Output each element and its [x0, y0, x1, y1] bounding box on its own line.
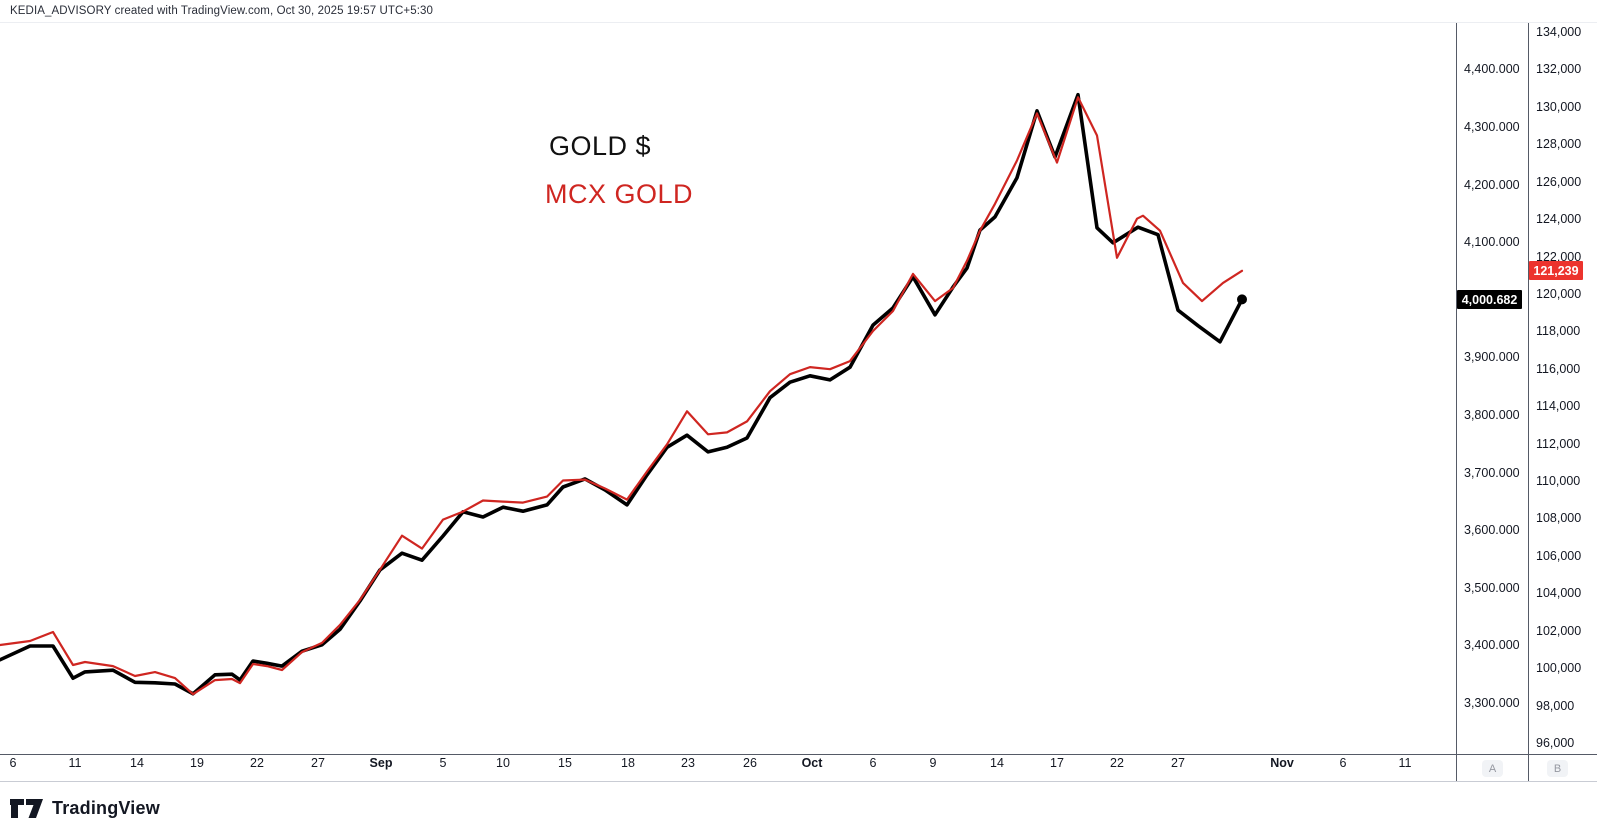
time-tick-day: 27	[1171, 756, 1185, 770]
attribution-text: KEDIA_ADVISORY created with TradingView.…	[10, 5, 434, 17]
price-scale-label: 116,000	[1536, 361, 1581, 376]
price-scale-label: 120,000	[1536, 286, 1582, 301]
tradingview-logo-icon	[10, 798, 43, 818]
price-scale-label: 132,000	[1536, 62, 1582, 77]
price-scale-label: 128,000	[1536, 137, 1582, 152]
price-scale-label: 102,000	[1536, 623, 1582, 638]
price-scale-label: 106,000	[1536, 548, 1582, 563]
price-scale-label: 110,000	[1536, 474, 1581, 489]
price-scale-label: 134,000	[1536, 25, 1582, 39]
price-scale-label: 3,700.000	[1464, 465, 1520, 480]
right-price-scale-border[interactable]	[1528, 23, 1529, 781]
scale-mode-button-b[interactable]: B	[1547, 760, 1568, 777]
time-tick-day: 14	[130, 756, 144, 770]
price-scale-label: 104,000	[1536, 586, 1582, 601]
time-tick-day: 11	[1398, 756, 1412, 770]
time-tick-day: 14	[990, 756, 1004, 770]
price-scale-label: 126,000	[1536, 174, 1582, 189]
last-value-dot	[1237, 294, 1247, 305]
chart-bottom-border	[0, 781, 1597, 782]
scale-mode-button-a[interactable]: A	[1482, 760, 1503, 777]
legend-gold-usd: GOLD $	[549, 131, 652, 161]
time-tick-month: Nov	[1270, 756, 1294, 770]
series-line-gold-	[0, 92, 1244, 696]
time-tick-day: 5	[439, 756, 447, 770]
price-scale-label: 112,000	[1536, 436, 1581, 451]
left-price-scale-border[interactable]	[1456, 23, 1457, 781]
last-price-badge-mcx-gold: 121,239	[1529, 261, 1583, 280]
time-tick-day: 22	[1110, 756, 1124, 770]
price-scale-label: 3,500.000	[1464, 580, 1520, 595]
time-tick-day: 15	[558, 756, 572, 770]
price-scale-label: 3,400.000	[1464, 638, 1520, 653]
time-tick-day: 9	[929, 756, 937, 770]
time-axis-border[interactable]	[0, 754, 1597, 755]
time-tick-day: 6	[869, 756, 877, 770]
series-line-mcx-gold	[0, 96, 1244, 696]
price-scale-label: 3,600.000	[1464, 523, 1520, 538]
time-tick-day: 10	[496, 756, 510, 770]
price-scale-label: 118,000	[1536, 324, 1581, 339]
price-scale-label: 4,400.000	[1464, 62, 1520, 77]
price-scale-label: 108,000	[1536, 511, 1582, 526]
price-scale-label: 130,000	[1536, 99, 1582, 114]
time-tick-day: 6	[9, 756, 17, 770]
price-scale-label: 4,300.000	[1464, 120, 1520, 134]
attribution-bar: KEDIA_ADVISORY created with TradingView.…	[0, 0, 1597, 23]
price-scale-label: 3,900.000	[1464, 350, 1520, 365]
time-tick-day: 19	[190, 756, 204, 770]
last-price-badge-gold-usd: 4,000.682	[1457, 290, 1522, 309]
price-scale-label: 4,200.000	[1464, 177, 1520, 192]
time-tick-month: Sep	[369, 756, 393, 770]
tradingview-logo-text: TradingView	[52, 797, 160, 818]
price-scale-label: 98,000	[1536, 698, 1575, 713]
time-tick-day: 17	[1050, 756, 1064, 770]
price-scale-label: 114,000	[1536, 399, 1581, 414]
time-tick-day: 22	[250, 756, 264, 770]
price-scale-label: 3,300.000	[1464, 696, 1520, 710]
time-tick-day: 6	[1339, 756, 1347, 770]
time-tick-day: 23	[681, 756, 695, 770]
price-scale-label: 124,000	[1536, 212, 1582, 227]
time-tick-day: 27	[311, 756, 325, 770]
price-scale-label: 4,100.000	[1464, 235, 1520, 250]
time-tick-month: Oct	[801, 756, 823, 770]
footer: TradingView	[0, 782, 1597, 834]
price-chart-plot[interactable]	[0, 0, 1456, 782]
time-tick-day: 26	[743, 756, 757, 770]
tradingview-logo[interactable]: TradingView	[0, 798, 160, 819]
price-scale-label: 3,800.000	[1464, 408, 1520, 422]
legend-mcx-gold: MCX GOLD	[545, 179, 694, 209]
time-tick-day: 18	[621, 756, 635, 770]
price-scale-label: 96,000	[1536, 736, 1575, 750]
price-scale-label: 100,000	[1536, 661, 1582, 676]
price-scale-label: 122,000	[1536, 249, 1582, 264]
time-tick-day: 11	[68, 756, 82, 770]
